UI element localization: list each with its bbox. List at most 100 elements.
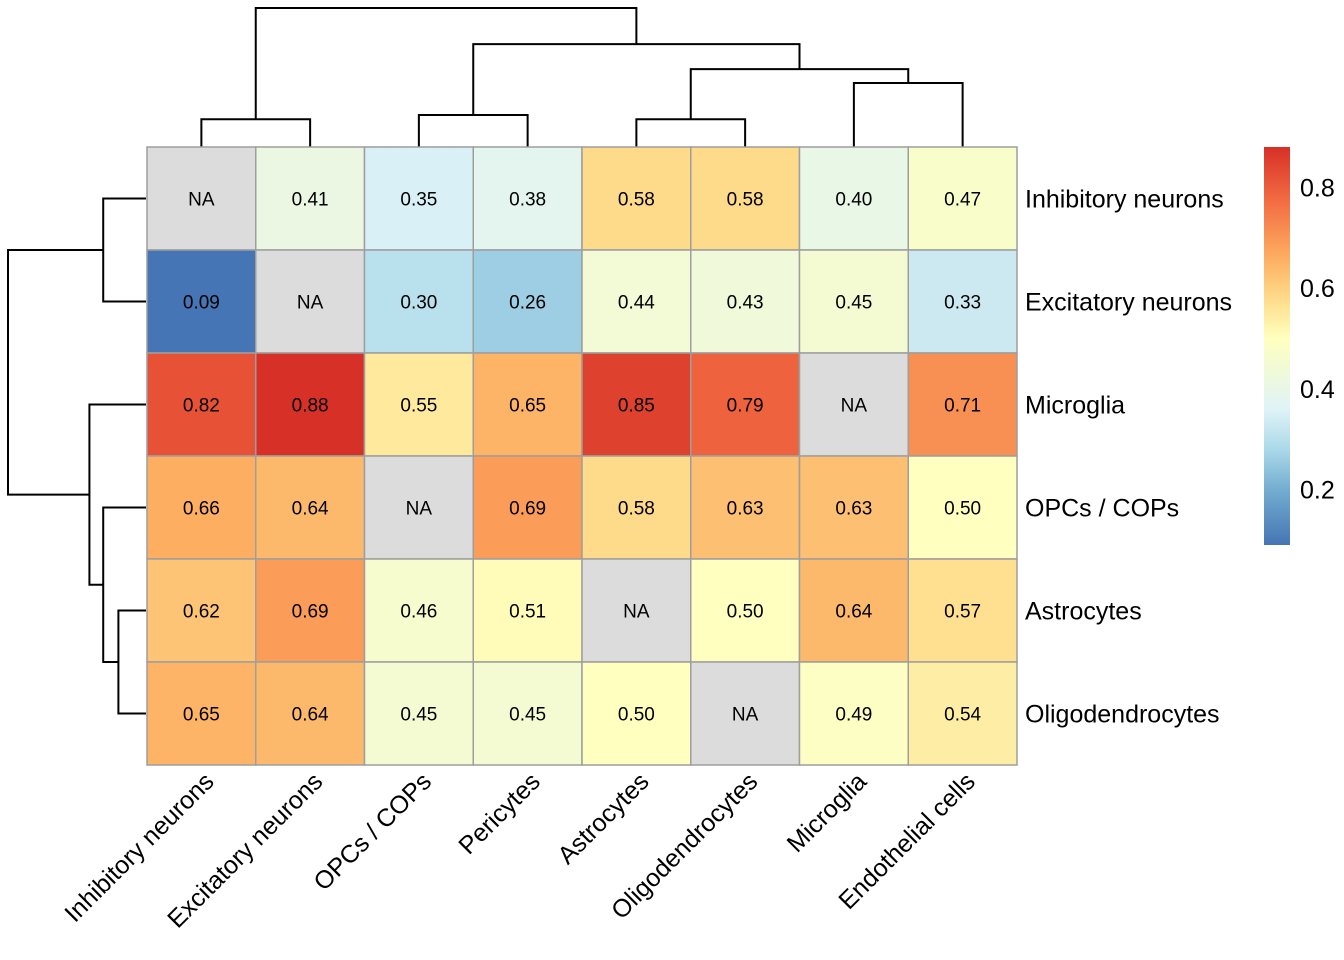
- cell-value-label: 0.40: [835, 190, 872, 211]
- legend-color-bar: [1264, 147, 1290, 545]
- cell-value-label: 0.35: [400, 190, 437, 211]
- heatmap-cell: [146, 558, 257, 663]
- cell-value-label: 0.45: [509, 705, 546, 726]
- heatmap-cell: [690, 249, 801, 354]
- heatmap-cell: [255, 249, 366, 354]
- dendrogram-branch: [852, 82, 964, 147]
- heatmap-cell: [581, 249, 692, 354]
- cell-value-label: 0.65: [509, 396, 546, 417]
- cell-value-label: 0.85: [618, 396, 655, 417]
- heatmap-cell: [363, 352, 474, 457]
- cell-value-label: 0.50: [727, 602, 764, 623]
- row-label: Microglia: [1025, 392, 1125, 420]
- heatmap-cell: [472, 558, 583, 663]
- column-label: Astrocytes: [552, 767, 654, 869]
- row-label: Excitatory neurons: [1025, 289, 1232, 317]
- dendrogram-branch: [254, 7, 638, 120]
- heatmap-cell: [581, 558, 692, 663]
- cell-value-label: 0.64: [292, 499, 329, 520]
- heatmap-cell: [690, 558, 801, 663]
- cell-value-label: 0.64: [835, 602, 872, 623]
- cell-value-label: 0.57: [944, 602, 981, 623]
- cell-value-label: 0.43: [727, 293, 764, 314]
- heatmap-cell: [798, 661, 909, 766]
- cell-value-label: 0.47: [944, 190, 981, 211]
- cell-value-label: 0.33: [944, 293, 981, 314]
- heatmap-cell: [146, 249, 257, 354]
- cell-value-label: 0.63: [727, 499, 764, 520]
- column-label: Pericytes: [453, 767, 545, 859]
- cell-value-label: 0.71: [944, 396, 981, 417]
- column-label: Microglia: [782, 767, 873, 858]
- cell-value-label: 0.69: [292, 602, 329, 623]
- heatmap-cell: [255, 352, 366, 457]
- heatmap-cell: [690, 146, 801, 251]
- heatmap-cell: [907, 146, 1018, 251]
- cell-value-label: 0.50: [618, 705, 655, 726]
- heatmap-cell: [363, 455, 474, 560]
- cell-value-label: 0.41: [292, 190, 329, 211]
- cell-value-label: 0.45: [400, 705, 437, 726]
- column-dendrogram: [200, 7, 964, 147]
- cell-value-label: 0.38: [509, 190, 546, 211]
- cell-value-label: 0.30: [400, 293, 437, 314]
- cell-value-label: 0.64: [292, 705, 329, 726]
- cell-value-label: 0.58: [618, 190, 655, 211]
- dendrogram-branch: [635, 118, 747, 147]
- heatmap-cell: [907, 352, 1018, 457]
- cell-value-label: 0.79: [727, 396, 764, 417]
- heatmap-cell: [690, 455, 801, 560]
- cell-value-label: 0.26: [509, 293, 546, 314]
- cell-value-label: 0.66: [183, 499, 220, 520]
- dendrogram-branch: [88, 403, 146, 586]
- cell-value-label: 0.46: [400, 602, 437, 623]
- legend-tick-label: 0.6: [1300, 275, 1335, 303]
- cell-value-label: NA: [406, 499, 433, 520]
- cell-value-label: NA: [841, 396, 868, 417]
- cell-value-label: 0.54: [944, 705, 981, 726]
- heatmap-cell: [363, 249, 474, 354]
- dendrogram-branch: [417, 114, 529, 147]
- cell-value-label: NA: [188, 190, 215, 211]
- cell-value-label: 0.44: [618, 293, 655, 314]
- cell-value-label: 0.55: [400, 396, 437, 417]
- cell-value-label: 0.50: [944, 499, 981, 520]
- dendrogram-branch: [117, 609, 146, 715]
- cell-value-label: NA: [732, 705, 759, 726]
- row-label: Oligodendrocytes: [1025, 701, 1220, 729]
- row-dendrogram: [7, 197, 146, 715]
- dendrogram-branch: [200, 118, 312, 147]
- cell-value-label: 0.63: [835, 499, 872, 520]
- cell-value-label: 0.51: [509, 602, 546, 623]
- cell-value-label: 0.09: [183, 293, 220, 314]
- cell-value-label: 0.49: [835, 705, 872, 726]
- cell-value-label: 0.45: [835, 293, 872, 314]
- dendrogram-branch: [102, 197, 146, 303]
- row-label: OPCs / COPs: [1025, 495, 1179, 523]
- heatmap-cell: [798, 352, 909, 457]
- cell-value-label: 0.62: [183, 602, 220, 623]
- heatmap-cell: [907, 455, 1018, 560]
- dendrogram-branch: [7, 249, 104, 496]
- heatmap-cell: [472, 249, 583, 354]
- cell-value-label: 0.88: [292, 396, 329, 417]
- dendrogram-branch: [102, 506, 146, 663]
- cell-value-label: 0.65: [183, 705, 220, 726]
- heatmap-cell: [472, 455, 583, 560]
- legend-tick-label: 0.2: [1300, 477, 1335, 505]
- heatmap-cell: [255, 455, 366, 560]
- heatmap-cell: [907, 661, 1018, 766]
- heatmap-cells: NA 0.41 0.35 0.38 0.58 0.58 0.40 0.47 0.09 NA 0.30…: [146, 146, 1018, 766]
- row-labels: Inhibitory neurons Excitatory neurons Micr…: [1025, 186, 1232, 729]
- cell-value-label: 0.69: [509, 499, 546, 520]
- heatmap-cell: [255, 558, 366, 663]
- heatmap-cell: [581, 455, 692, 560]
- heatmap-cell: [363, 558, 474, 663]
- cell-value-label: NA: [623, 602, 650, 623]
- legend-tick-label: 0.8: [1300, 174, 1335, 202]
- color-legend: 0.2 0.4 0.6 0.8: [1264, 147, 1335, 545]
- dendrogram-branch: [689, 68, 910, 120]
- row-label: Astrocytes: [1025, 598, 1142, 626]
